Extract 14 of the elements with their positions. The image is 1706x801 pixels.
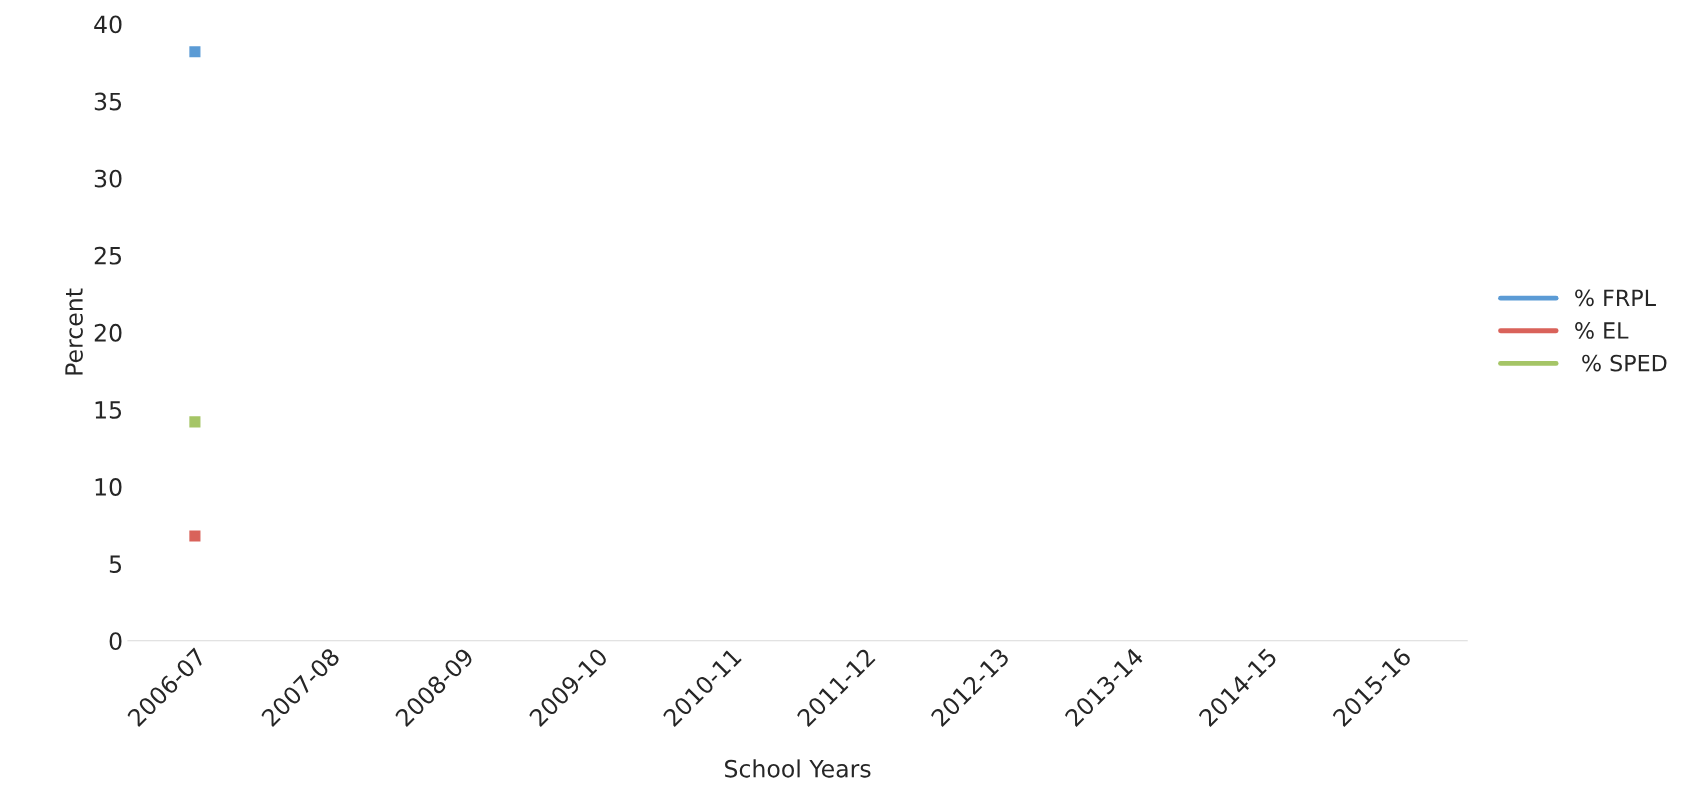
y-tick-label: 20 <box>94 323 122 342</box>
y-tick-label: 0 <box>109 632 122 651</box>
y-axis-title: Percent <box>65 288 83 375</box>
y-tick-label: 35 <box>94 92 122 111</box>
x-axis-title: School Years <box>725 759 871 778</box>
legend-label: % EL <box>1575 322 1629 339</box>
y-tick-label: 40 <box>94 15 122 34</box>
y-tick-label: 25 <box>94 246 122 265</box>
y-tick-label: 30 <box>94 169 122 188</box>
y-tick-label: 5 <box>109 555 122 574</box>
y-tick-label: 10 <box>95 478 122 496</box>
y-tick-label: 15 <box>95 401 122 419</box>
legend-label: % SPED <box>1582 354 1667 372</box>
legend-label: % FRPL <box>1575 289 1656 307</box>
